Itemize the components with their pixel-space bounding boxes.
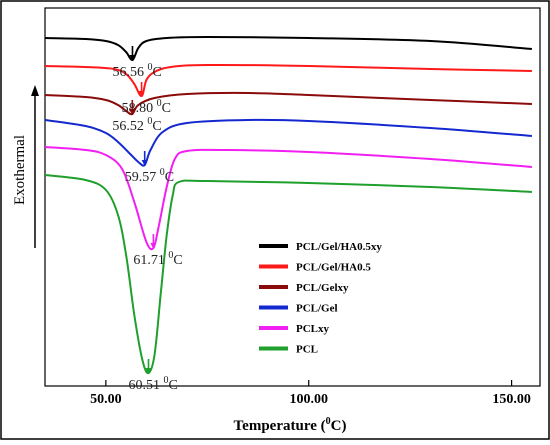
peak-marker-head-4 xyxy=(150,243,157,249)
legend-label-4: PCLxy xyxy=(296,323,330,335)
x-tick-label-1: 100.00 xyxy=(289,392,328,407)
legend-label-1: PCL/Gel/HA0.5 xyxy=(296,262,371,274)
peak-label-1: 58.80 0C xyxy=(122,98,171,116)
legend-label-2: PCL/Gelxy xyxy=(296,282,349,294)
legend-label-5: PCL xyxy=(296,344,318,356)
plot-frame xyxy=(44,7,541,387)
peak-marker-head-3 xyxy=(141,160,148,166)
series-line-5 xyxy=(44,174,532,375)
exothermal-arrow xyxy=(31,85,39,248)
series-line-3 xyxy=(44,118,532,167)
legend: PCL/Gel/HA0.5xy PCL/Gel/HA0.5 PCL/Gelxy PCL… xyxy=(259,241,382,356)
x-tick-label-2: 150.00 xyxy=(492,392,531,407)
x-tick-layer: 50.00 100.00 150.00 xyxy=(90,380,531,407)
x-tick-label-0: 50.00 xyxy=(90,392,122,407)
peak-label-5: 60.51 0C xyxy=(129,375,178,393)
series-layer xyxy=(44,35,532,375)
peak-marker-head-0 xyxy=(129,55,136,61)
peak-marker-head-2 xyxy=(129,109,136,115)
series-line-1 xyxy=(44,63,532,97)
y-axis-label: Exothermal xyxy=(12,135,28,205)
peak-label-2: 56.52 0C xyxy=(112,116,161,134)
series-line-2 xyxy=(44,91,532,116)
series-line-0 xyxy=(44,35,532,62)
legend-label-3: PCL/Gel xyxy=(296,303,338,315)
legend-label-0: PCL/Gel/HA0.5xy xyxy=(296,241,382,253)
peak-marker-head-1 xyxy=(138,91,145,97)
peak-label-3: 59.57 0C xyxy=(125,167,174,185)
peak-label-4: 61.71 0C xyxy=(133,250,182,268)
x-axis-label: Temperature (0C) xyxy=(234,416,347,434)
series-line-4 xyxy=(44,146,532,251)
peak-label-0: 56.56 0C xyxy=(112,62,161,80)
peak-marker-head-5 xyxy=(145,368,152,374)
